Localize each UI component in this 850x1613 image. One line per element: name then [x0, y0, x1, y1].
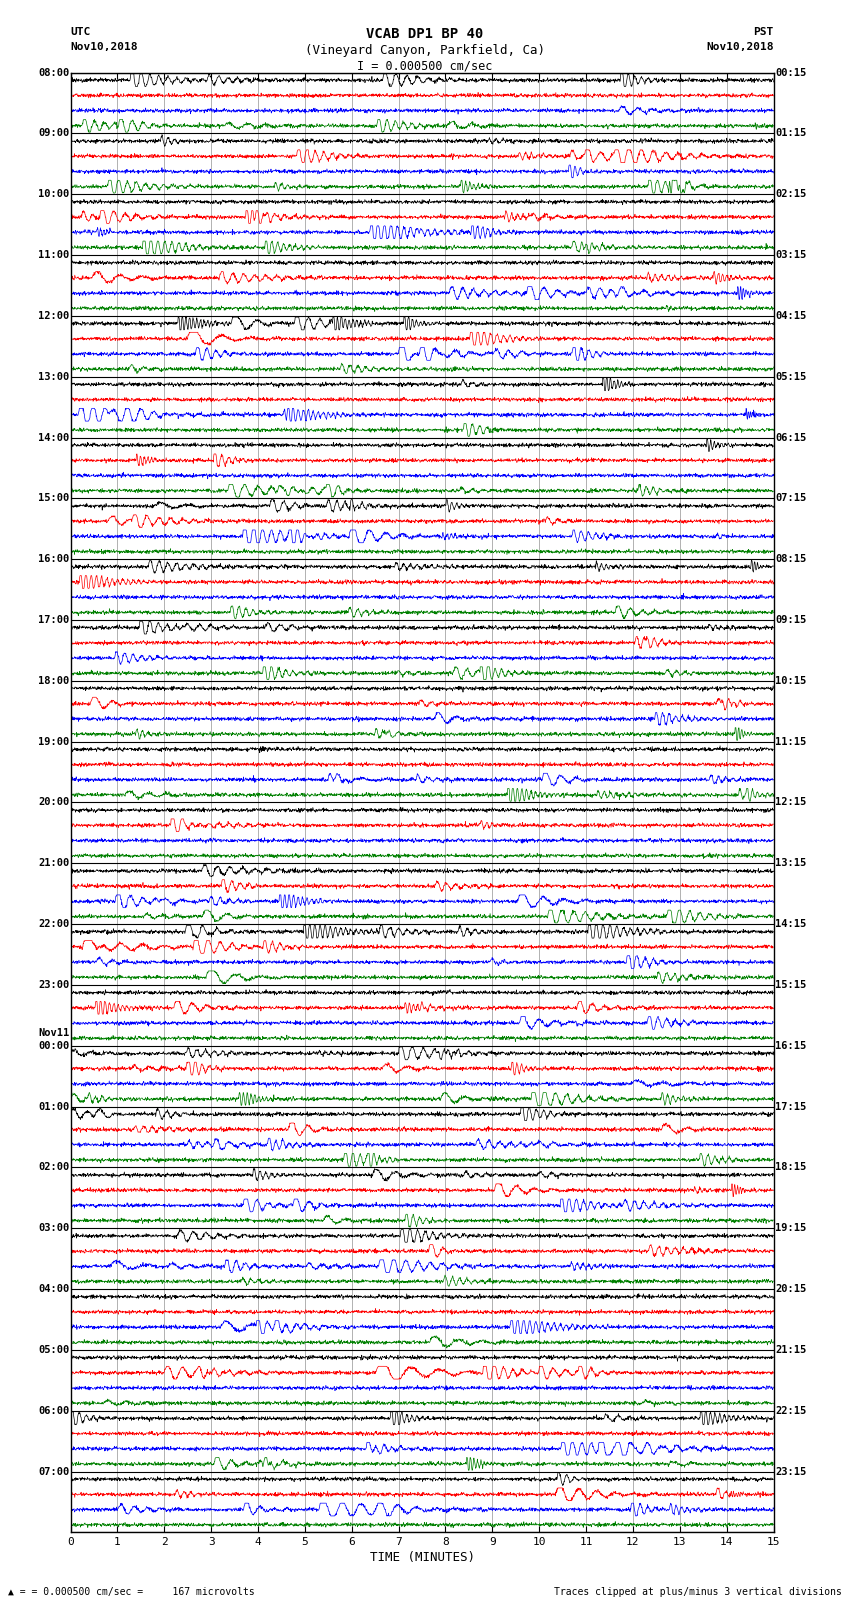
Text: 08:00: 08:00: [38, 68, 69, 77]
Text: 06:15: 06:15: [775, 432, 806, 442]
Text: 12:00: 12:00: [38, 311, 69, 321]
Text: 09:00: 09:00: [38, 129, 69, 139]
Text: 18:15: 18:15: [775, 1163, 806, 1173]
Text: 11:15: 11:15: [775, 737, 806, 747]
Text: 03:15: 03:15: [775, 250, 806, 260]
Text: 09:15: 09:15: [775, 615, 806, 624]
Text: 17:00: 17:00: [38, 615, 69, 624]
Text: Traces clipped at plus/minus 3 vertical divisions: Traces clipped at plus/minus 3 vertical …: [553, 1587, 842, 1597]
Text: 07:00: 07:00: [38, 1466, 69, 1476]
Text: 19:00: 19:00: [38, 737, 69, 747]
Text: 14:00: 14:00: [38, 432, 69, 442]
Text: 20:15: 20:15: [775, 1284, 806, 1294]
Text: 23:00: 23:00: [38, 981, 69, 990]
Text: 13:15: 13:15: [775, 858, 806, 868]
Text: 11:00: 11:00: [38, 250, 69, 260]
Text: 04:15: 04:15: [775, 311, 806, 321]
X-axis label: TIME (MINUTES): TIME (MINUTES): [370, 1552, 474, 1565]
Text: VCAB DP1 BP 40: VCAB DP1 BP 40: [366, 26, 484, 40]
Text: 12:15: 12:15: [775, 797, 806, 808]
Text: Nov11: Nov11: [38, 1027, 69, 1039]
Text: 00:15: 00:15: [775, 68, 806, 77]
Text: 01:15: 01:15: [775, 129, 806, 139]
Text: 20:00: 20:00: [38, 797, 69, 808]
Text: 01:00: 01:00: [38, 1102, 69, 1111]
Text: 21:15: 21:15: [775, 1345, 806, 1355]
Text: 05:15: 05:15: [775, 371, 806, 382]
Text: 03:00: 03:00: [38, 1223, 69, 1234]
Text: 10:00: 10:00: [38, 189, 69, 200]
Text: 16:00: 16:00: [38, 555, 69, 565]
Text: 04:00: 04:00: [38, 1284, 69, 1294]
Text: 15:15: 15:15: [775, 981, 806, 990]
Text: 13:00: 13:00: [38, 371, 69, 382]
Text: ▲ = = 0.000500 cm/sec =     167 microvolts: ▲ = = 0.000500 cm/sec = 167 microvolts: [8, 1587, 255, 1597]
Text: 22:15: 22:15: [775, 1405, 806, 1416]
Text: 07:15: 07:15: [775, 494, 806, 503]
Text: 02:15: 02:15: [775, 189, 806, 200]
Text: 19:15: 19:15: [775, 1223, 806, 1234]
Text: 16:15: 16:15: [775, 1040, 806, 1050]
Text: 18:00: 18:00: [38, 676, 69, 686]
Text: 21:00: 21:00: [38, 858, 69, 868]
Text: 00:00: 00:00: [38, 1040, 69, 1050]
Text: I = 0.000500 cm/sec: I = 0.000500 cm/sec: [357, 60, 493, 73]
Text: 08:15: 08:15: [775, 555, 806, 565]
Text: 17:15: 17:15: [775, 1102, 806, 1111]
Text: PST: PST: [753, 26, 774, 37]
Text: 22:00: 22:00: [38, 919, 69, 929]
Text: 06:00: 06:00: [38, 1405, 69, 1416]
Text: 14:15: 14:15: [775, 919, 806, 929]
Text: 23:15: 23:15: [775, 1466, 806, 1476]
Text: Nov10,2018: Nov10,2018: [71, 42, 138, 52]
Text: 05:00: 05:00: [38, 1345, 69, 1355]
Text: (Vineyard Canyon, Parkfield, Ca): (Vineyard Canyon, Parkfield, Ca): [305, 44, 545, 56]
Text: UTC: UTC: [71, 26, 91, 37]
Text: 10:15: 10:15: [775, 676, 806, 686]
Text: 02:00: 02:00: [38, 1163, 69, 1173]
Text: 15:00: 15:00: [38, 494, 69, 503]
Text: Nov10,2018: Nov10,2018: [706, 42, 774, 52]
